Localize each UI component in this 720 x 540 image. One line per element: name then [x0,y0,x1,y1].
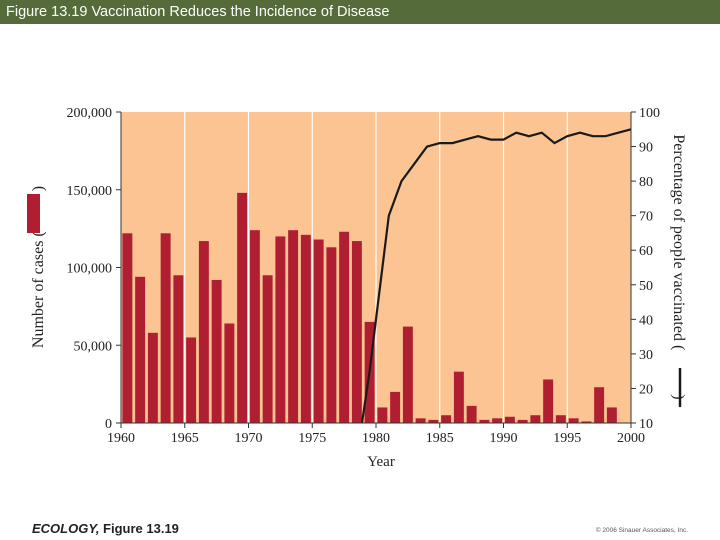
grid-lines [184,112,568,423]
x-tick-label: 1995 [553,431,581,446]
x-tick-label: 1965 [171,431,199,446]
bar [300,234,311,423]
x-tick-label: 1970 [235,431,263,446]
bar [351,241,362,423]
bar [224,323,235,423]
figure-title: Figure 13.19 Vaccination Reduces the Inc… [6,4,390,20]
bar [390,391,401,423]
bar [160,233,171,423]
x-tick-label: 1980 [362,431,390,446]
left-tick-label: 0 [105,417,112,432]
header-bar: Figure 13.19 Vaccination Reduces the Inc… [0,0,720,24]
tick-labels: 1960 1965 1970 1975 1980 1985 1990 1995 2000 0 50,… [67,106,661,446]
x-tick-label: 1975 [298,431,326,446]
left-tick-label: 50,000 [74,339,113,354]
bar [288,230,299,423]
bar [606,407,617,423]
right-tick-label: 50 [639,279,653,294]
footer-source: ECOLOGY, Figure 13.19 [32,521,179,536]
bar [237,192,248,423]
bar [568,418,579,423]
vaccination-line [360,128,632,424]
bar [173,275,184,423]
right-tick-label: 10 [639,417,653,432]
right-tick-label: 80 [639,175,653,190]
axes [116,111,636,428]
bar [594,387,605,423]
x-tick-label: 2000 [617,431,645,446]
bar [262,275,273,423]
bar [441,415,452,423]
right-tick-label: 70 [639,210,653,225]
bar [122,233,133,423]
bar [517,419,528,423]
bar [428,419,439,423]
right-tick-label: 60 [639,244,653,259]
bar [479,419,490,423]
footer-book: ECOLOGY, [32,521,100,536]
bar [530,415,541,423]
footer-copyright: © 2006 Sinauer Associates, Inc. [595,527,688,534]
x-tick-label: 1990 [490,431,518,446]
bar [198,241,209,423]
right-tick-label: 30 [639,348,653,363]
left-legend-swatch [27,194,40,233]
right-tick-label: 100 [639,106,660,121]
bar [186,337,197,423]
bar [415,418,426,423]
x-tick-label: 1985 [426,431,454,446]
bar [466,405,477,423]
bar [402,326,413,423]
footer-figure: Figure 13.19 [99,521,179,536]
left-tick-label: 200,000 [67,106,113,121]
bar [211,279,222,423]
bar [581,421,592,423]
right-tick-label: 90 [639,141,653,156]
bar [504,416,515,423]
x-axis-label: Year [367,454,395,470]
left-axis-label: Number of cases () [30,186,47,348]
bar [543,379,554,423]
bar [135,276,146,423]
right-axis-label-close: ) [670,394,687,399]
right-tick-label: 40 [639,313,653,328]
left-axis-label-close: ) [30,186,47,191]
right-axis-label: Percentage of people vaccinated () [670,134,687,399]
bar [249,230,260,423]
bar [453,371,464,423]
x-tick-label: 1960 [107,431,135,446]
bar [492,418,503,423]
left-tick-label: 100,000 [67,262,113,277]
bar [275,236,286,423]
left-tick-label: 150,000 [67,184,113,199]
bar [377,407,388,423]
bar [326,247,337,423]
bar [147,332,158,423]
bar [313,239,324,423]
bar [555,415,566,423]
right-tick-label: 20 [639,382,653,397]
bar-series [122,192,617,423]
bar [339,231,350,423]
